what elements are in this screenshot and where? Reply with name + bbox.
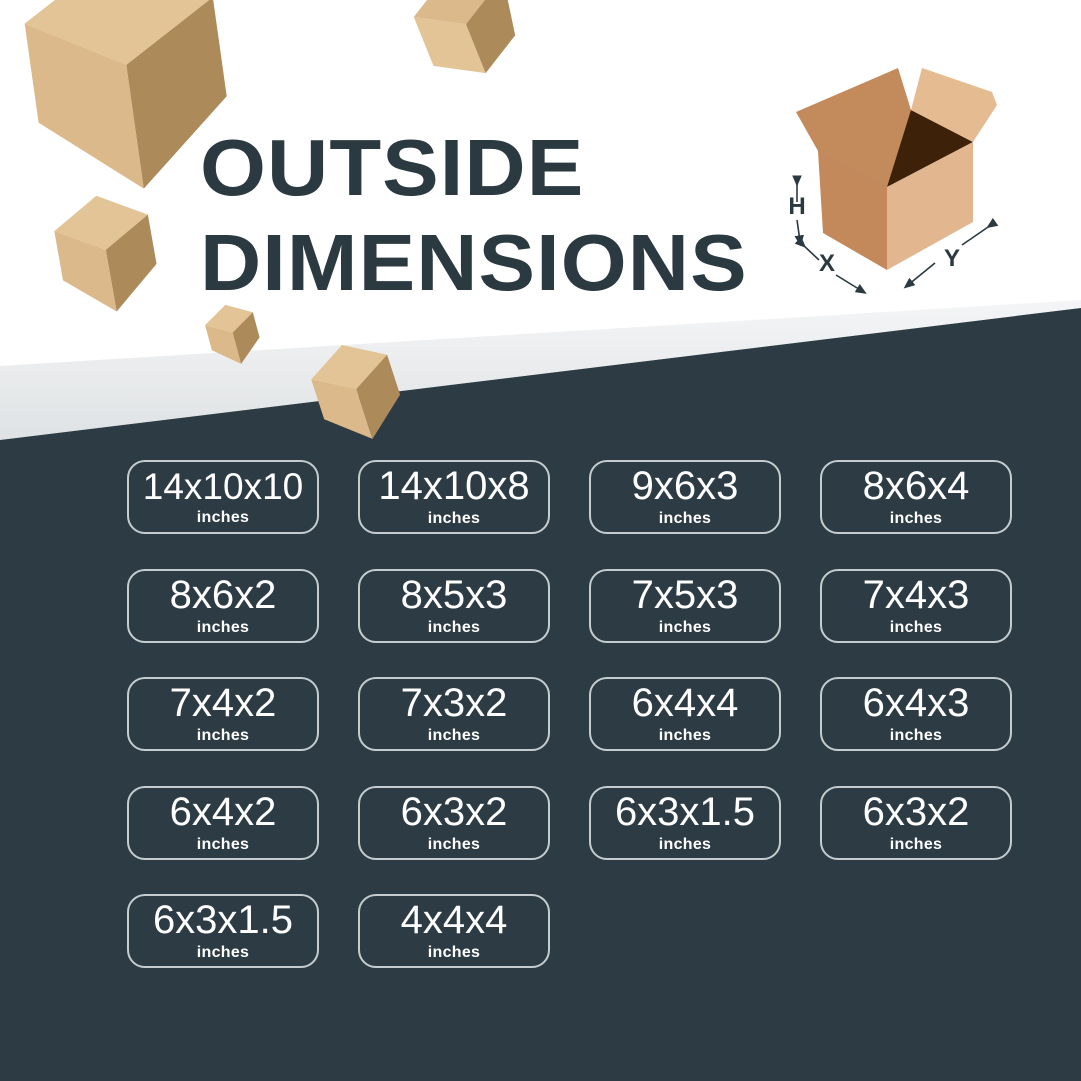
svg-text:Y: Y xyxy=(944,245,960,272)
